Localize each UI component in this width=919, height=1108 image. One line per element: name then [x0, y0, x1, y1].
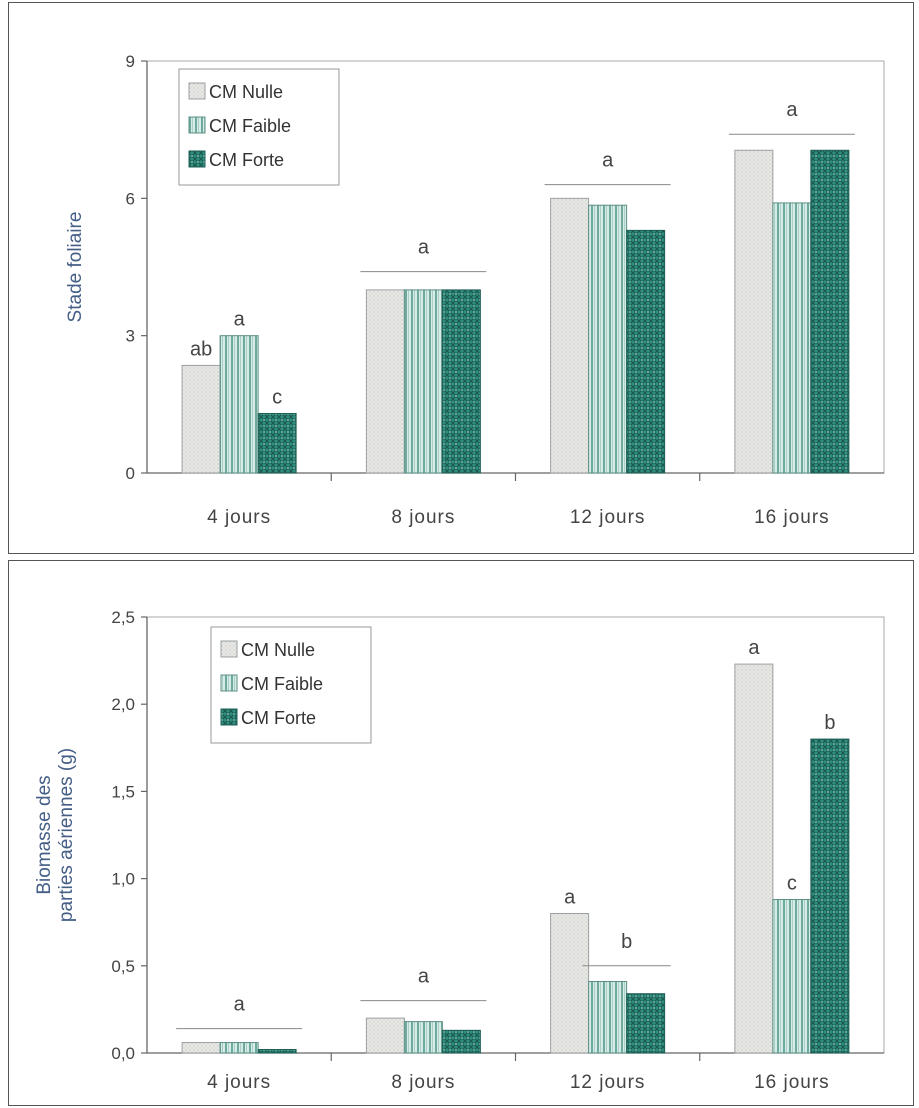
- significance-letter: c: [787, 873, 797, 895]
- y-tick-label: 1,0: [111, 870, 135, 889]
- y-tick-label: 6: [126, 189, 135, 208]
- bar-cm-faible-8-jours: [403, 1021, 443, 1054]
- x-tick-label: 12 jours: [570, 1072, 646, 1093]
- bar-cm-forte-16-jours: [810, 149, 850, 474]
- legend: CM Nulle CM Faible CM Forte: [178, 68, 340, 186]
- y-tick-label: 2,5: [111, 608, 135, 627]
- legend-swatch-cm-faible: [188, 116, 206, 134]
- significance-letter: ab: [190, 338, 212, 360]
- bar-cm-forte-16-jours: [810, 738, 850, 1054]
- legend: CM Nulle CM Faible CM Forte: [210, 626, 372, 744]
- legend-label-cm-nulle: CM Nulle: [241, 640, 315, 660]
- bar-cm-faible-4-jours: [219, 1042, 259, 1054]
- y-tick-label: 2,0: [111, 695, 135, 714]
- chart-panel-biomass: 0,0 0,5 1,0 1,5 2,0 2,5 4 jours 8 jours 12 jours…: [8, 560, 914, 1106]
- significance-letter: a: [748, 637, 760, 659]
- bar-cm-faible-16-jours: [772, 899, 812, 1054]
- y-tick-label: 3: [126, 327, 135, 346]
- bar-cm-faible-12-jours: [588, 204, 628, 474]
- y-tick-label: 0,5: [111, 957, 135, 976]
- bar-cm-faible-8-jours: [403, 289, 443, 474]
- significance-letter: a: [564, 886, 576, 908]
- x-tick-label: 16 jours: [754, 1072, 830, 1093]
- bar-cm-forte-4-jours: [257, 412, 297, 474]
- bar-cm-faible-16-jours: [772, 202, 812, 474]
- legend-swatch-cm-forte: [220, 708, 238, 726]
- legend-swatch-cm-faible: [220, 674, 238, 692]
- significance-letter: a: [234, 309, 246, 331]
- legend-box: [178, 68, 340, 186]
- x-tick-label: 12 jours: [570, 507, 646, 528]
- significance-letter: b: [824, 712, 835, 734]
- chart-biomass: 0,0 0,5 1,0 1,5 2,0 2,5 4 jours 8 jours 12 jours…: [34, 608, 885, 1093]
- significance-letter: a: [602, 150, 614, 172]
- significance-letter: a: [234, 994, 246, 1016]
- y-tick-label: 0,0: [111, 1044, 135, 1063]
- significance-letter: a: [786, 99, 798, 121]
- y-tick-label: 9: [126, 52, 135, 71]
- legend-label-cm-faible: CM Faible: [209, 116, 291, 136]
- y-axis-label: Biomasse des: [34, 775, 55, 894]
- bar-cm-faible-12-jours: [588, 980, 628, 1054]
- bar-cm-forte-8-jours: [441, 289, 481, 474]
- significance-letter: c: [272, 386, 282, 408]
- bar-cm-nulle-4-jours: [181, 364, 221, 474]
- legend-label-cm-forte: CM Forte: [241, 708, 316, 728]
- bar-cm-nulle-12-jours: [550, 197, 590, 474]
- x-tick-label: 8 jours: [391, 507, 455, 528]
- y-tick-label: 0: [126, 464, 135, 483]
- chart-panel-leaf-stage: 0 3 6 9 4 jours 8 jours 12 jours 16 jours Stade …: [8, 2, 914, 554]
- bar-cm-forte-8-jours: [441, 1029, 481, 1054]
- legend-swatch-cm-forte: [188, 150, 206, 168]
- legend-swatch-cm-nulle: [188, 82, 206, 100]
- bar-cm-faible-4-jours: [219, 335, 259, 474]
- bar-cm-nulle-8-jours: [365, 1017, 405, 1054]
- bar-cm-forte-4-jours: [257, 1049, 297, 1054]
- x-tick-label: 16 jours: [754, 507, 830, 528]
- x-tick-label: 4 jours: [207, 1072, 271, 1093]
- significance-letter: a: [418, 237, 430, 259]
- bar-cm-nulle-12-jours: [550, 912, 590, 1054]
- x-tick-label: 8 jours: [391, 1072, 455, 1093]
- chart-leaf-stage: 0 3 6 9 4 jours 8 jours 12 jours 16 jours Stade …: [65, 52, 885, 528]
- y-tick-label: 1,5: [111, 782, 135, 801]
- bar-cm-nulle-16-jours: [734, 149, 774, 474]
- bar-cm-nulle-16-jours: [734, 663, 774, 1054]
- legend-box: [210, 626, 372, 744]
- y-axis-label: Stade foliaire: [65, 212, 86, 323]
- bar-cm-nulle-8-jours: [365, 289, 405, 474]
- legend-label-cm-faible: CM Faible: [241, 674, 323, 694]
- x-tick-label: 4 jours: [207, 507, 271, 528]
- y-axis-label: parties aériennes (g): [56, 748, 77, 922]
- bar-cm-nulle-4-jours: [181, 1042, 221, 1054]
- legend-label-cm-forte: CM Forte: [209, 150, 284, 170]
- bar-cm-forte-12-jours: [626, 993, 666, 1054]
- legend-swatch-cm-nulle: [220, 640, 238, 658]
- significance-letter: b: [621, 931, 632, 953]
- bar-cm-forte-12-jours: [626, 229, 666, 474]
- significance-letter: a: [418, 966, 430, 988]
- legend-label-cm-nulle: CM Nulle: [209, 82, 283, 102]
